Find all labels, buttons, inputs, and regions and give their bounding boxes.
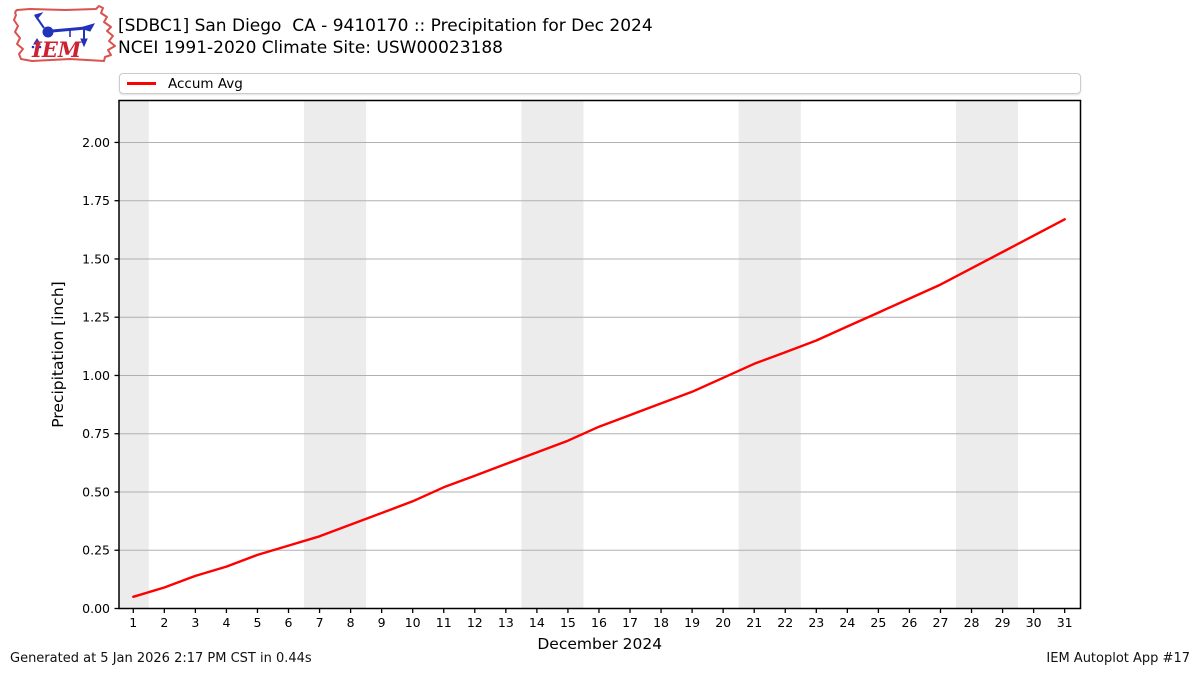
svg-text:20: 20 <box>715 615 731 630</box>
iem-logo: IEM <box>13 5 116 62</box>
svg-text:13: 13 <box>498 615 514 630</box>
legend-line-swatch <box>127 82 156 85</box>
legend-item-accum-avg: Accum Avg <box>168 75 243 92</box>
svg-text:26: 26 <box>901 615 917 630</box>
svg-text:24: 24 <box>839 615 855 630</box>
svg-text:28: 28 <box>964 615 980 630</box>
svg-text:17: 17 <box>622 615 638 630</box>
x-axis-ticks: 1 2 3 4 5 6 7 8 9 10 11 12 13 14 15 16 17 18 19 20 21 22 23 24 2… <box>129 608 1073 630</box>
svg-text:4: 4 <box>222 615 230 630</box>
svg-text:1.50: 1.50 <box>82 251 110 266</box>
y-gridlines <box>119 141 1081 551</box>
svg-text:30: 30 <box>1026 615 1042 630</box>
svg-text:12: 12 <box>467 615 483 630</box>
svg-text:22: 22 <box>777 615 793 630</box>
svg-text:10: 10 <box>405 615 421 630</box>
svg-text:16: 16 <box>591 615 607 630</box>
svg-text:19: 19 <box>684 615 700 630</box>
svg-text:1.00: 1.00 <box>82 368 110 383</box>
chart-title: [SDBC1] San Diego CA - 9410170 :: Precip… <box>118 16 653 36</box>
svg-text:2.00: 2.00 <box>82 135 110 150</box>
app-credit: IEM Autoplot App #17 <box>1046 651 1190 666</box>
plot-frame <box>118 99 1082 610</box>
svg-text:2: 2 <box>160 615 168 630</box>
svg-text:0.00: 0.00 <box>82 601 110 616</box>
svg-text:14: 14 <box>529 615 545 630</box>
svg-text:0.50: 0.50 <box>82 484 110 499</box>
svg-text:1: 1 <box>129 615 137 630</box>
svg-text:8: 8 <box>347 615 355 630</box>
svg-text:18: 18 <box>653 615 669 630</box>
svg-text:21: 21 <box>746 615 762 630</box>
svg-text:15: 15 <box>560 615 576 630</box>
x-axis-label: December 2024 <box>537 635 662 653</box>
svg-text:23: 23 <box>808 615 824 630</box>
svg-text:31: 31 <box>1057 615 1073 630</box>
svg-text:6: 6 <box>285 615 293 630</box>
title-block: [SDBC1] San Diego CA - 9410170 :: Precip… <box>118 15 653 59</box>
svg-text:25: 25 <box>870 615 886 630</box>
svg-text:29: 29 <box>995 615 1011 630</box>
y-axis-ticks: 0.00 0.25 0.50 0.75 1.00 1.25 1.50 1.75 2.00 <box>82 135 119 616</box>
svg-text:7: 7 <box>316 615 324 630</box>
svg-text:5: 5 <box>253 615 261 630</box>
legend: Accum Avg <box>119 73 1081 94</box>
generated-timestamp: Generated at 5 Jan 2026 2:17 PM CST in 0… <box>10 651 312 666</box>
svg-text:27: 27 <box>933 615 949 630</box>
chart-subtitle: NCEI 1991-2020 Climate Site: USW00023188 <box>118 38 503 58</box>
svg-text:0.75: 0.75 <box>82 426 110 441</box>
svg-text:0.25: 0.25 <box>82 543 110 558</box>
svg-text:9: 9 <box>378 615 386 630</box>
accum-avg-line <box>132 218 1066 598</box>
weekend-bands <box>119 100 1019 609</box>
svg-text:11: 11 <box>436 615 452 630</box>
y-axis-label: Precipitation [inch] <box>49 281 67 427</box>
svg-text:1.75: 1.75 <box>82 193 110 208</box>
svg-text:3: 3 <box>191 615 199 630</box>
iem-logo-text: IEM <box>31 37 82 62</box>
svg-text:1.25: 1.25 <box>82 310 110 325</box>
weather-vane-icon <box>31 12 96 49</box>
